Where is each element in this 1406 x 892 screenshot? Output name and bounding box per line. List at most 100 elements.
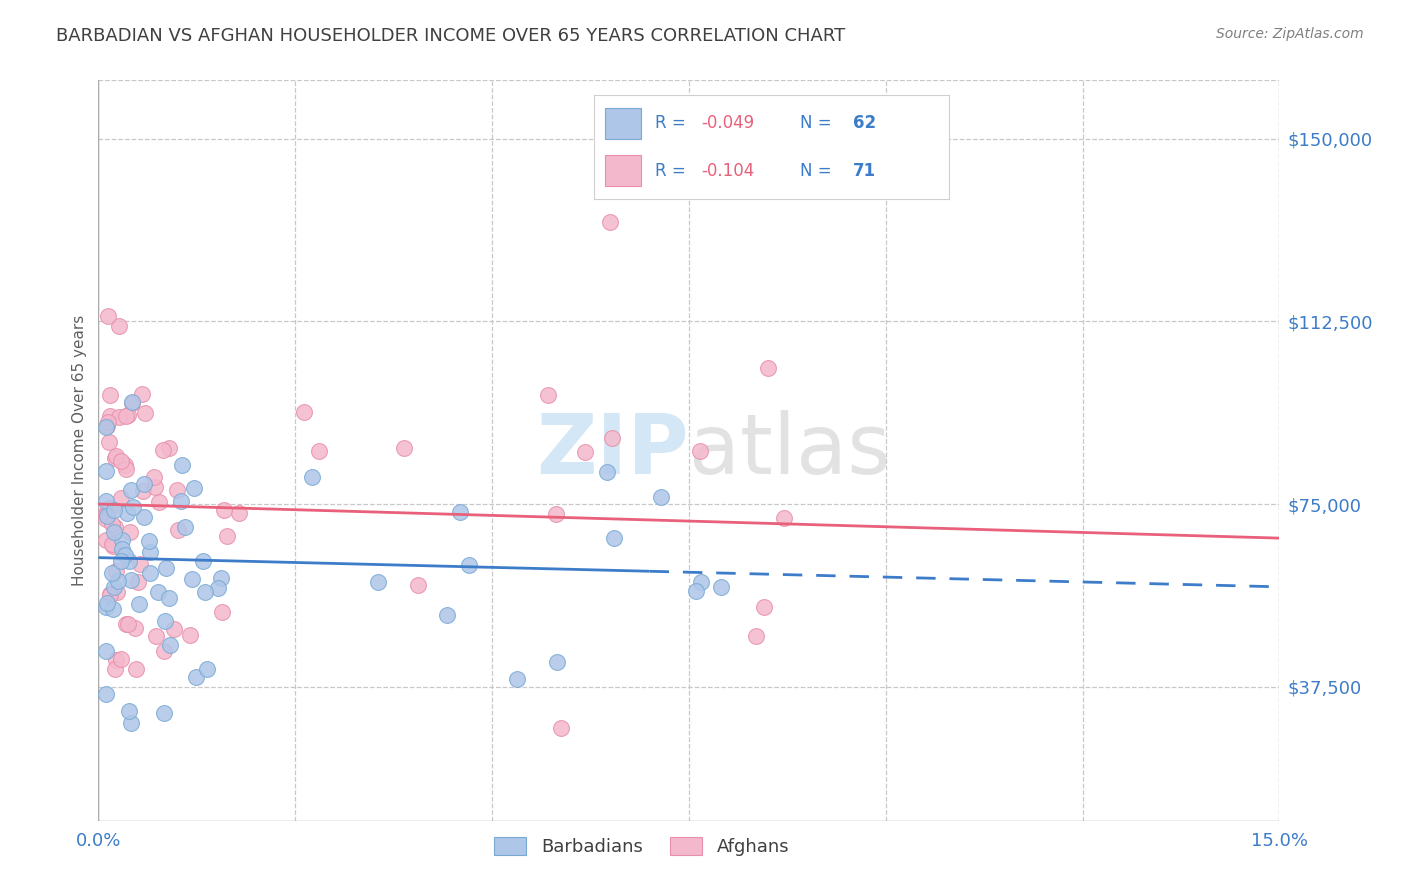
Point <box>108 318 131 333</box>
Point <box>217 529 239 543</box>
Point <box>685 584 707 599</box>
Point <box>96 494 118 508</box>
Point <box>98 434 121 449</box>
Point <box>118 704 141 718</box>
Point <box>110 651 132 665</box>
Point <box>193 554 215 568</box>
Point <box>544 508 567 522</box>
Point <box>96 509 118 524</box>
Text: BARBADIAN VS AFGHAN HOUSEHOLDER INCOME OVER 65 YEARS CORRELATION CHART: BARBADIAN VS AFGHAN HOUSEHOLDER INCOME O… <box>56 27 845 45</box>
Point <box>132 483 155 498</box>
Point <box>105 653 128 667</box>
Point <box>111 533 134 547</box>
Point <box>97 309 120 323</box>
Point <box>96 418 118 433</box>
Point <box>118 554 141 568</box>
Point <box>121 395 143 409</box>
Point <box>546 656 568 670</box>
Point <box>96 420 118 434</box>
Point <box>103 502 125 516</box>
Point <box>100 587 122 601</box>
Point <box>101 566 124 580</box>
Point <box>408 578 430 592</box>
Point <box>157 441 180 455</box>
Point <box>114 549 136 563</box>
Point <box>107 574 129 588</box>
Point <box>603 531 626 545</box>
Point <box>96 506 118 520</box>
Point <box>138 534 160 549</box>
Point <box>710 580 733 594</box>
Point <box>157 591 180 606</box>
Point <box>166 483 188 497</box>
Point <box>98 409 121 423</box>
Point <box>101 537 124 551</box>
Point <box>98 501 121 516</box>
Point <box>155 615 177 629</box>
Point <box>599 214 621 228</box>
Point <box>308 443 330 458</box>
Point <box>98 588 121 602</box>
Point <box>148 584 170 599</box>
Point <box>139 566 162 581</box>
Point <box>143 480 166 494</box>
Point <box>115 507 138 521</box>
Point <box>207 581 229 595</box>
Point <box>550 721 572 735</box>
Point <box>96 600 118 615</box>
Point <box>209 571 232 585</box>
Point <box>125 662 148 676</box>
Point <box>458 558 481 572</box>
Point <box>184 670 207 684</box>
Point <box>690 575 713 590</box>
Point <box>145 629 167 643</box>
Point <box>115 409 138 424</box>
Point <box>132 477 155 491</box>
Point <box>170 493 193 508</box>
Point <box>96 533 118 548</box>
Point <box>96 508 118 522</box>
Point <box>172 458 194 472</box>
Point <box>121 500 143 515</box>
Point <box>120 573 142 587</box>
Point <box>97 415 120 429</box>
Point <box>110 491 132 505</box>
Point <box>115 616 138 631</box>
Point <box>107 585 129 599</box>
Point <box>148 495 170 509</box>
Point <box>120 483 142 497</box>
Point <box>166 523 188 537</box>
Point <box>773 511 796 525</box>
Point <box>108 410 131 425</box>
Point <box>179 628 201 642</box>
Point <box>574 445 596 459</box>
Point <box>96 512 118 526</box>
Y-axis label: Householder Income Over 65 years: Householder Income Over 65 years <box>72 315 87 586</box>
Text: atlas: atlas <box>689 410 890 491</box>
Text: Source: ZipAtlas.com: Source: ZipAtlas.com <box>1216 27 1364 41</box>
Point <box>367 575 389 590</box>
Point <box>131 387 153 401</box>
Point <box>104 519 127 533</box>
Point <box>101 517 124 532</box>
Point <box>752 600 775 615</box>
Point <box>138 545 160 559</box>
Point <box>103 524 125 539</box>
Point <box>212 502 235 516</box>
Point <box>128 597 150 611</box>
Point <box>114 458 136 472</box>
Point <box>134 406 156 420</box>
Point <box>117 616 139 631</box>
Point <box>105 449 128 463</box>
Point <box>449 505 471 519</box>
Point <box>596 465 619 479</box>
Point <box>103 602 125 616</box>
Point <box>117 409 139 423</box>
Point <box>756 360 779 375</box>
Point <box>301 470 323 484</box>
Point <box>129 558 152 572</box>
Point <box>121 396 143 410</box>
Point <box>120 716 142 731</box>
Point <box>650 490 672 504</box>
Point <box>173 520 195 534</box>
